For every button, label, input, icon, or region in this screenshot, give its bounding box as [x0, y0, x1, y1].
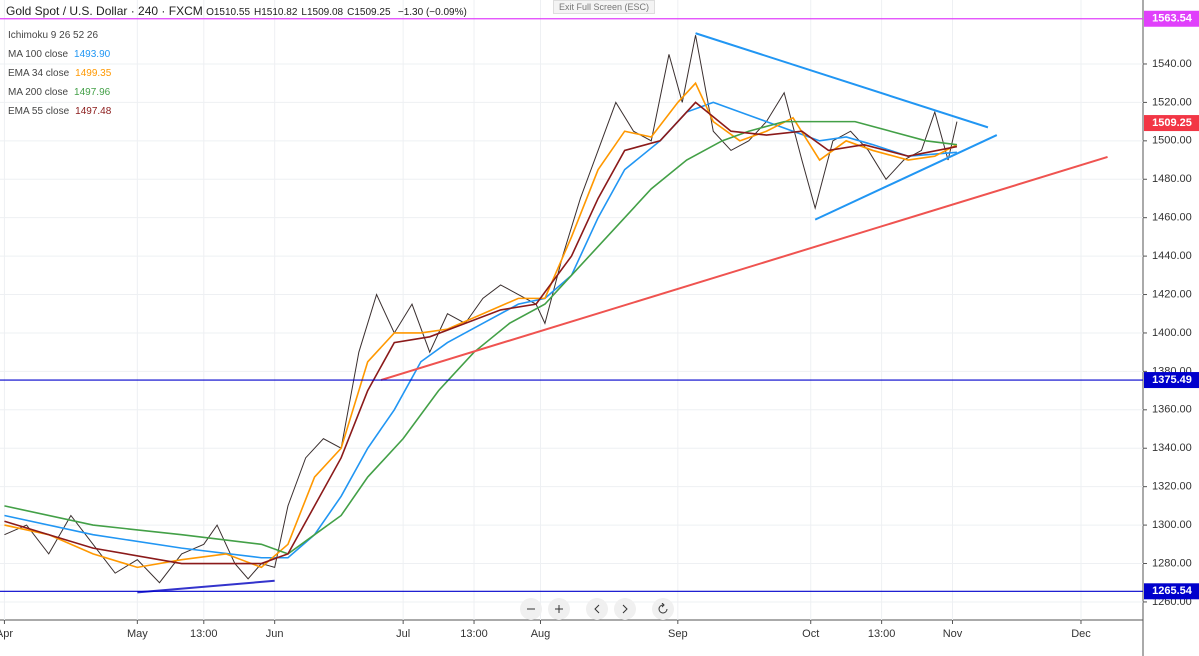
- ohlc-label: C: [347, 7, 355, 18]
- ohlc: O1510.55 H1510.82 L1509.08 C1509.25: [206, 7, 394, 18]
- price-label-box: [1144, 115, 1199, 132]
- x-tick-label: 13:00: [868, 628, 896, 640]
- y-tick-label: 1540.00: [1152, 58, 1192, 70]
- y-tick-label: 1520.00: [1152, 96, 1192, 108]
- y-tick-label: 1360.00: [1152, 404, 1192, 416]
- legend-entry[interactable]: EMA 34 close 1499.35: [8, 64, 111, 83]
- indicator-name: Ichimoku 9 26 52 26: [8, 30, 99, 41]
- legend-value: 1497.96: [74, 87, 111, 98]
- y-tick-label: 1500.00: [1152, 135, 1192, 147]
- x-tick-label: Dec: [1071, 628, 1091, 640]
- series-line: [137, 579, 275, 594]
- x-tick-label: Nov: [943, 628, 963, 640]
- x-tick-label: 13:00: [460, 628, 488, 640]
- ohlc-value: 1509.25: [354, 7, 391, 18]
- zoom-in[interactable]: [548, 598, 570, 620]
- y-tick-label: 1320.00: [1152, 481, 1192, 493]
- ohlc-label: H: [254, 7, 262, 18]
- legend-value: 1493.90: [74, 49, 111, 60]
- x-tick-label: Oct: [802, 628, 819, 640]
- change: −1.30 (−0.09%): [397, 7, 467, 18]
- x-tick-label: Jul: [396, 628, 410, 640]
- legend-value: 1497.48: [75, 106, 112, 117]
- x-tick-label: Apr: [0, 628, 13, 640]
- series-line: [4, 35, 958, 584]
- legend-name: MA 100 close: [8, 49, 69, 60]
- header: Gold Spot / U.S. Dollar · 240 · FXCM O15…: [6, 4, 467, 18]
- y-tick-label: 1420.00: [1152, 288, 1192, 300]
- x-tick-label: Jun: [266, 628, 284, 640]
- price-label: 1563.54: [1152, 13, 1193, 25]
- scroll-right[interactable]: [614, 598, 636, 620]
- series-line: [814, 134, 998, 221]
- scroll-left[interactable]: [586, 598, 608, 620]
- legend-name: EMA 34 close: [8, 68, 70, 79]
- x-tick-label: Aug: [531, 628, 551, 640]
- y-tick-label: 1460.00: [1152, 212, 1192, 224]
- exit-button[interactable]: Exit Full Screen (ESC): [553, 0, 656, 14]
- reset[interactable]: [652, 598, 674, 620]
- series-line: [4, 101, 958, 565]
- y-tick-label: 1340.00: [1152, 442, 1192, 454]
- price-label: 1265.54: [1152, 585, 1193, 597]
- y-tick-label: 1440.00: [1152, 250, 1192, 262]
- ohlc-value: 1509.08: [306, 7, 344, 18]
- x-tick-label: 13:00: [190, 628, 218, 640]
- price-label-box: [1144, 10, 1199, 27]
- x-tick-label: Sep: [668, 628, 688, 640]
- x-tick-label: May: [127, 628, 148, 640]
- y-tick-label: 1300.00: [1152, 519, 1192, 531]
- series-line: [4, 81, 958, 569]
- legend-entry[interactable]: EMA 55 close 1497.48: [8, 102, 111, 121]
- legend-entry[interactable]: MA 200 close 1497.96: [8, 83, 111, 102]
- indicator[interactable]: Ichimoku 9 26 52 26: [8, 26, 111, 45]
- legend-entry[interactable]: MA 100 close 1493.90: [8, 45, 111, 64]
- y-tick-label: 1280.00: [1152, 557, 1192, 569]
- series-line: [695, 32, 989, 129]
- price-label: 1375.49: [1152, 374, 1192, 386]
- y-tick-label: 1400.00: [1152, 327, 1192, 339]
- zoom-out[interactable]: [520, 598, 542, 620]
- ohlc-value: 1510.82: [261, 7, 298, 18]
- legend: Ichimoku 9 26 52 26 MA 100 close 1493.90 E…: [8, 26, 111, 121]
- legend-value: 1499.35: [75, 68, 112, 79]
- ohlc-label: L: [301, 7, 307, 18]
- series-line: [380, 156, 1108, 381]
- price-axis: [1143, 0, 1199, 656]
- price-label: 1509.25: [1152, 117, 1192, 129]
- series-line: [4, 101, 957, 559]
- legend-name: MA 200 close: [8, 87, 69, 98]
- ohlc-value: 1510.55: [213, 7, 251, 18]
- price-label-box: [1144, 583, 1199, 600]
- price-label-box: [1144, 372, 1199, 389]
- legend-name: EMA 55 close: [8, 106, 70, 117]
- ohlc-label: O: [206, 7, 214, 18]
- y-tick-label: 1480.00: [1152, 173, 1192, 185]
- symbol-title: Gold Spot / U.S. Dollar · 240 · FXCM: [6, 4, 203, 18]
- series-line: [4, 120, 958, 555]
- toolbar: [520, 598, 674, 620]
